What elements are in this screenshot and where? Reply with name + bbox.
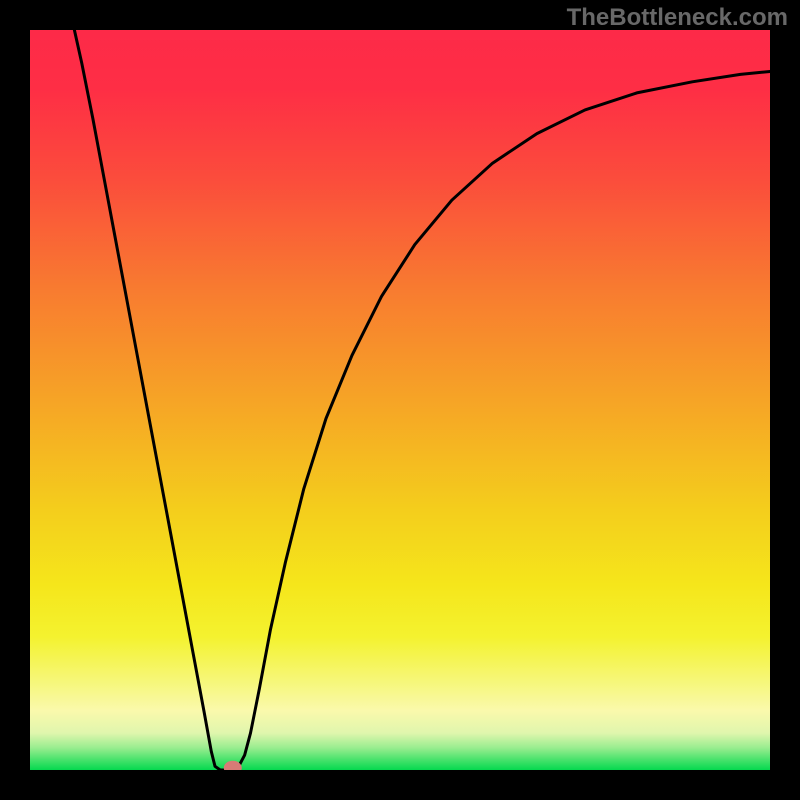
chart-frame: TheBottleneck.com [0,0,800,800]
watermark-text: TheBottleneck.com [567,4,788,32]
plot-area [30,30,770,770]
gradient-background [30,30,770,770]
